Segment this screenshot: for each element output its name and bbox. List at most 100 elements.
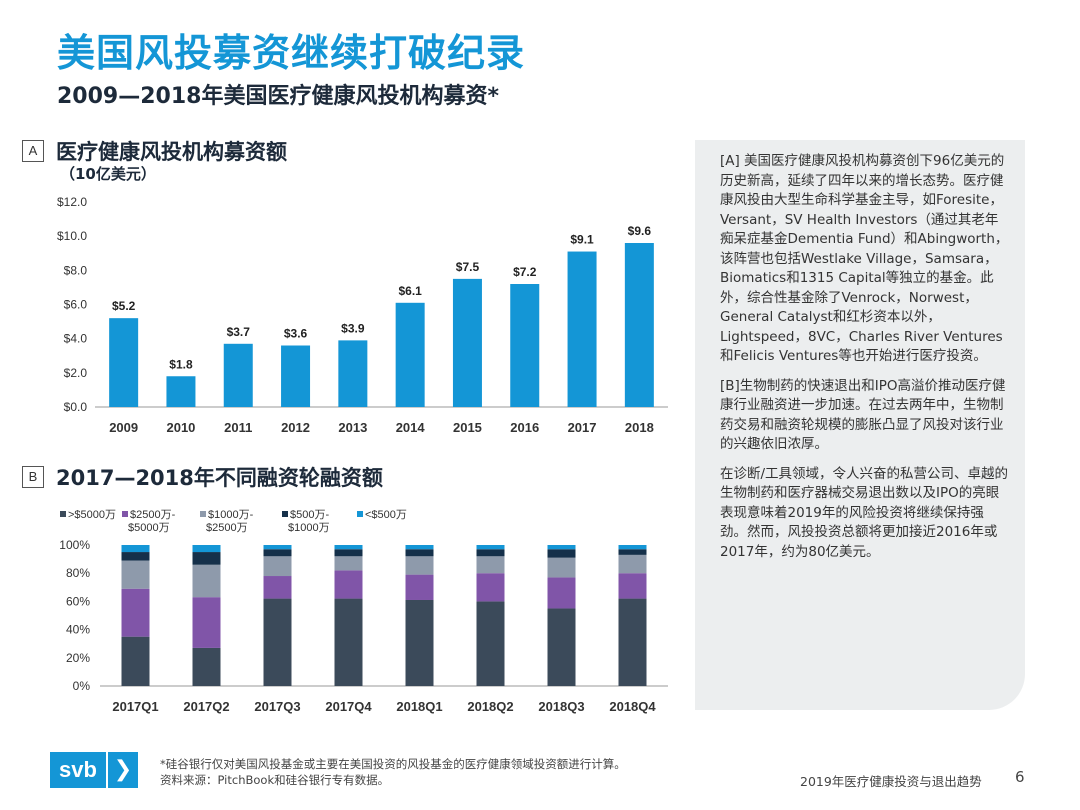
- page-title: 美国风投募资继续打破纪录: [57, 31, 526, 75]
- stacked-bar-segment: [547, 577, 576, 609]
- stacked-bar-segment: [618, 545, 647, 550]
- stacked-bar-segment: [334, 549, 363, 557]
- y-tick-label: 40%: [66, 623, 90, 637]
- bar-value-label: $3.6: [284, 327, 308, 341]
- bar: [624, 243, 654, 407]
- legend-label: $500万-$1000万: [288, 509, 330, 534]
- bar-value-label: $7.5: [456, 260, 480, 274]
- y-tick-label: $12.0: [57, 195, 87, 209]
- x-tick-label: 2018: [625, 420, 654, 435]
- bar-value-label: $5.2: [112, 299, 136, 313]
- stacked-bar-segment: [192, 597, 221, 648]
- bar-value-label: $7.2: [513, 265, 537, 279]
- stacked-bar-segment: [121, 560, 150, 589]
- y-tick-label: $0.0: [64, 400, 88, 414]
- stacked-bar-segment: [618, 573, 647, 599]
- x-tick-label: 2017Q4: [325, 699, 372, 714]
- stacked-bar-segment: [192, 647, 221, 686]
- stacked-bar-segment: [547, 557, 576, 578]
- y-tick-label: 100%: [59, 538, 90, 552]
- x-tick-label: 2012: [281, 420, 310, 435]
- stacked-bar-segment: [405, 549, 434, 557]
- section-a-letter: A: [22, 140, 44, 162]
- stacked-bar-segment: [405, 599, 434, 686]
- commentary-text: [A] 美国医疗健康风投机构募资创下96亿美元的历史新高，延续了四年以来的增长态…: [720, 152, 1010, 572]
- stacked-bar-segment: [121, 545, 150, 553]
- stacked-bar-segment: [263, 556, 292, 577]
- stacked-bar-segment: [263, 545, 292, 550]
- legend-swatch: [357, 511, 363, 517]
- x-tick-label: 2017Q1: [112, 699, 158, 714]
- section-b-title: 2017—2018年不同融资轮融资额: [56, 466, 383, 490]
- x-tick-label: 2017Q2: [183, 699, 229, 714]
- stacked-bar-segment: [405, 545, 434, 550]
- footnote-source: 资料来源：PitchBook和硅谷银行专有数据。: [160, 773, 390, 787]
- x-tick-label: 2016: [510, 420, 539, 435]
- x-tick-label: 2013: [338, 420, 367, 435]
- y-tick-label: 20%: [66, 651, 90, 665]
- y-tick-label: 80%: [66, 566, 90, 580]
- stacked-bar-segment: [192, 564, 221, 598]
- stacked-bar-segment: [547, 545, 576, 550]
- bar: [510, 284, 540, 407]
- stacked-bar-segment: [121, 588, 150, 637]
- bar: [166, 376, 196, 407]
- stacked-bar-segment: [618, 554, 647, 574]
- legend-swatch: [122, 511, 128, 517]
- page-subtitle: 2009—2018年美国医疗健康风投机构募资*: [57, 84, 499, 109]
- stacked-bar-segment: [618, 598, 647, 686]
- stacked-bar-segment: [476, 601, 505, 686]
- legend-label: $2500万-$5000万: [128, 509, 176, 534]
- stacked-bar-segment: [192, 545, 221, 553]
- legend-swatch: [200, 511, 206, 517]
- chevron-right-icon: ❯: [108, 752, 138, 788]
- section-a-header: A 医疗健康风投机构募资额: [22, 136, 287, 166]
- y-tick-label: $10.0: [57, 229, 87, 243]
- x-tick-label: 2018Q3: [538, 699, 584, 714]
- stacked-bar-segment: [547, 549, 576, 558]
- legend-label: >$5000万: [68, 509, 116, 521]
- legend-label: $1000万-$2500万: [206, 509, 254, 534]
- legend-label: <$500万: [365, 509, 407, 521]
- stacked-bar-segment: [263, 598, 292, 686]
- page-number: 6: [1015, 768, 1025, 786]
- commentary-panel: [695, 140, 1025, 710]
- bar-value-label: $3.9: [341, 321, 365, 335]
- legend-swatch: [60, 511, 66, 517]
- bar-value-label: $3.7: [227, 325, 251, 339]
- x-tick-label: 2018Q2: [467, 699, 513, 714]
- y-tick-label: $8.0: [64, 263, 88, 277]
- stacked-bar-segment: [334, 570, 363, 599]
- commentary-paragraph-a: [A] 美国医疗健康风投机构募资创下96亿美元的历史新高，延续了四年以来的增长态…: [720, 153, 1009, 364]
- x-tick-label: 2015: [453, 420, 482, 435]
- stacked-bar-segment: [476, 556, 505, 574]
- stacked-bar-segment: [476, 545, 505, 550]
- x-tick-label: 2018Q1: [396, 699, 442, 714]
- commentary-paragraph-b: [B]生物制药的快速退出和IPO高溢价推动医疗健康行业融资进一步加速。在过去两年…: [720, 377, 1006, 453]
- x-tick-label: 2017Q3: [254, 699, 300, 714]
- stacked-bar-segment: [476, 549, 505, 557]
- y-tick-label: $4.0: [64, 332, 88, 346]
- x-tick-label: 2010: [166, 420, 195, 435]
- bar-value-label: $6.1: [398, 284, 422, 298]
- chart-round-share: >$5000万 $2500万-$5000万 $1000万-$2500万 $500万-$…: [59, 509, 668, 714]
- stacked-bar-segment: [334, 556, 363, 571]
- x-tick-label: 2009: [109, 420, 138, 435]
- bar: [109, 318, 139, 407]
- logo-text: svb: [50, 752, 106, 788]
- bar: [395, 302, 425, 407]
- commentary-paragraph-c: 在诊断/工具领域，令人兴奋的私营公司、卓越的生物制药和医疗器械交易退出数以及IP…: [720, 465, 1009, 560]
- footnote-scope: *硅谷银行仅对美国风投基金或主要在美国投资的风投基金的医疗健康领域投资额进行计算…: [160, 757, 626, 771]
- stacked-bar-segment: [263, 576, 292, 599]
- bar: [452, 278, 482, 407]
- stacked-bar-segment: [121, 552, 150, 561]
- bar: [567, 251, 597, 407]
- bar: [223, 343, 253, 407]
- stacked-bar-segment: [547, 608, 576, 686]
- bar-value-label: $9.1: [570, 233, 594, 247]
- stacked-bar-segment: [334, 545, 363, 550]
- x-tick-label: 2018Q4: [609, 699, 656, 714]
- svb-logo: svb ❯: [50, 752, 138, 788]
- stacked-bar-segment: [334, 598, 363, 686]
- section-a-title: 医疗健康风投机构募资额: [56, 140, 287, 164]
